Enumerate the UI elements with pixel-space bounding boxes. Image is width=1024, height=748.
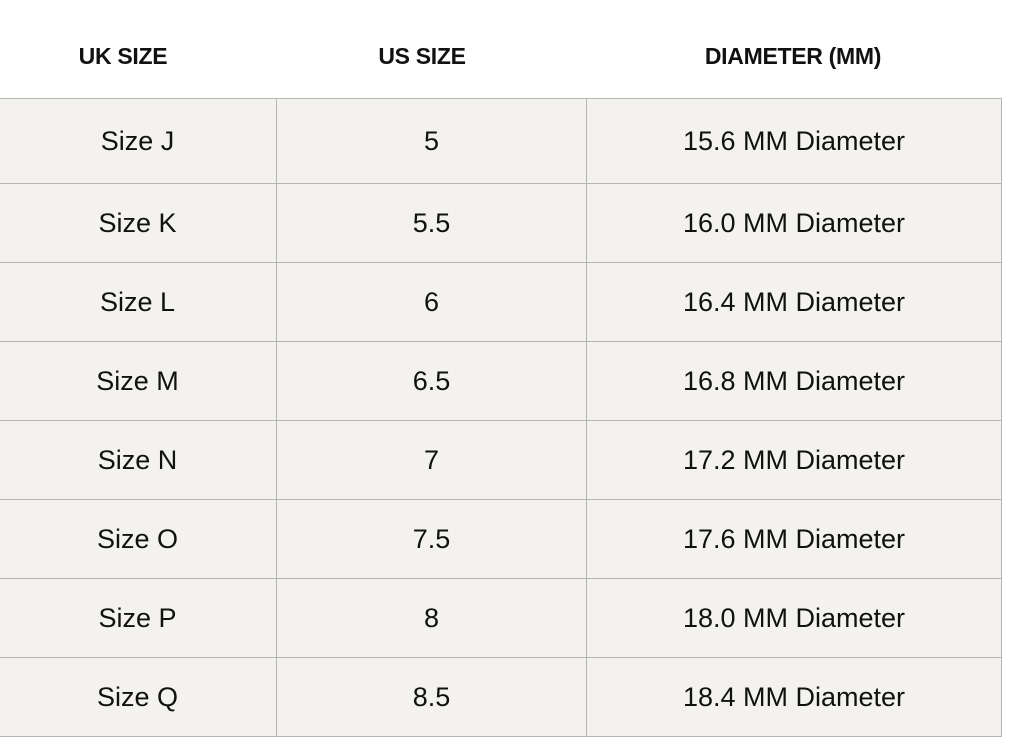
us-size-cell: 6 [276, 262, 587, 342]
diameter-cell: 17.2 MM Diameter [586, 420, 1002, 500]
table-row: Size O 7.5 17.6 MM Diameter [0, 499, 1002, 579]
header-us-size: US SIZE [378, 43, 466, 69]
us-size-cell: 7.5 [276, 499, 587, 579]
uk-size-cell: Size M [0, 341, 277, 421]
diameter-cell: 18.0 MM Diameter [586, 578, 1002, 658]
table-row: Size L 6 16.4 MM Diameter [0, 262, 1002, 342]
table-row: Size Q 8.5 18.4 MM Diameter [0, 657, 1002, 737]
table-row: Size N 7 17.2 MM Diameter [0, 420, 1002, 500]
ring-size-table: Size J 5 15.6 MM Diameter Size K 5.5 16.0 MM … [0, 98, 1002, 737]
diameter-cell: 17.6 MM Diameter [586, 499, 1002, 579]
us-size-cell: 8.5 [276, 657, 587, 737]
uk-size-cell: Size L [0, 262, 277, 342]
uk-size-cell: Size Q [0, 657, 277, 737]
uk-size-cell: Size K [0, 183, 277, 263]
us-size-cell: 6.5 [276, 341, 587, 421]
diameter-cell: 16.4 MM Diameter [586, 262, 1002, 342]
uk-size-cell: Size J [0, 98, 277, 184]
us-size-cell: 5 [276, 98, 587, 184]
table-row: Size P 8 18.0 MM Diameter [0, 578, 1002, 658]
uk-size-cell: Size N [0, 420, 277, 500]
table-row: Size M 6.5 16.8 MM Diameter [0, 341, 1002, 421]
us-size-cell: 7 [276, 420, 587, 500]
header-diameter: DIAMETER (MM) [704, 43, 882, 69]
us-size-cell: 5.5 [276, 183, 587, 263]
table-row: Size K 5.5 16.0 MM Diameter [0, 183, 1002, 263]
header-uk-size: UK SIZE [78, 43, 168, 69]
uk-size-cell: Size P [0, 578, 277, 658]
diameter-cell: 16.8 MM Diameter [586, 341, 1002, 421]
us-size-cell: 8 [276, 578, 587, 658]
diameter-cell: 16.0 MM Diameter [586, 183, 1002, 263]
uk-size-cell: Size O [0, 499, 277, 579]
diameter-cell: 18.4 MM Diameter [586, 657, 1002, 737]
table-row: Size J 5 15.6 MM Diameter [0, 98, 1002, 184]
diameter-cell: 15.6 MM Diameter [586, 98, 1002, 184]
